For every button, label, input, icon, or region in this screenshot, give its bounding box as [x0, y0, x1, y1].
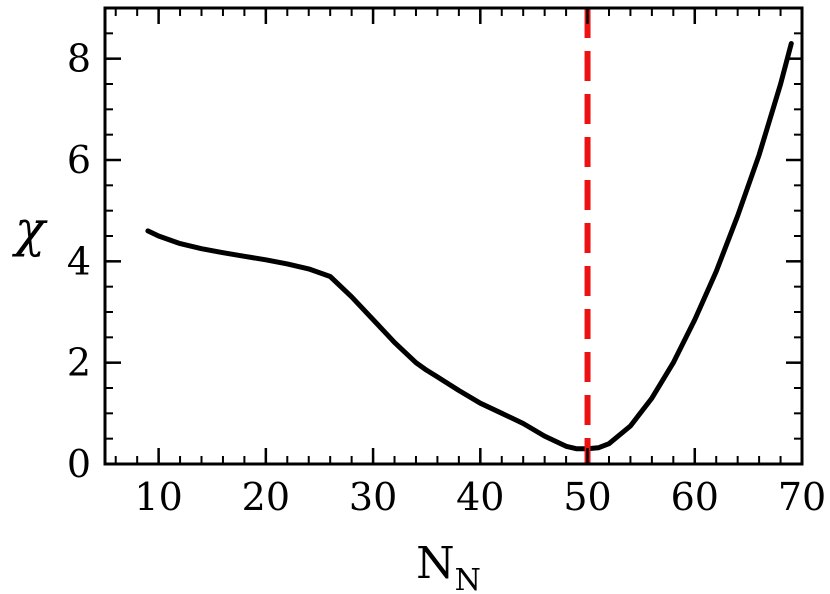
plot-frame [103, 6, 804, 466]
x-tick-label: 60 [671, 475, 719, 519]
x-axis-label-subscript: N [455, 563, 481, 594]
series-line-0 [145, 41, 794, 452]
x-tick-label: 50 [563, 475, 611, 519]
x-tick-label: 20 [242, 475, 290, 519]
x-axis-label-main: N [416, 538, 455, 589]
y-tick-label: 4 [67, 239, 91, 283]
x-tick-label: 10 [134, 475, 182, 519]
x-axis-label: NN [416, 538, 481, 594]
axis-ticks [105, 7, 804, 466]
x-tick-label: 30 [349, 475, 397, 519]
y-tick-label: 6 [67, 138, 91, 182]
y-tick-label: 0 [67, 442, 91, 486]
x-tick-label: 70 [778, 475, 826, 519]
x-tick-label: 40 [456, 475, 504, 519]
y-axis-label: χ [12, 200, 48, 258]
y-tick-label: 2 [67, 341, 91, 385]
tick-labels: 10 20 30 40 50 60 70 0 2 4 6 8 [67, 37, 826, 519]
y-tick-label: 8 [67, 37, 91, 81]
plot-area [145, 8, 794, 464]
